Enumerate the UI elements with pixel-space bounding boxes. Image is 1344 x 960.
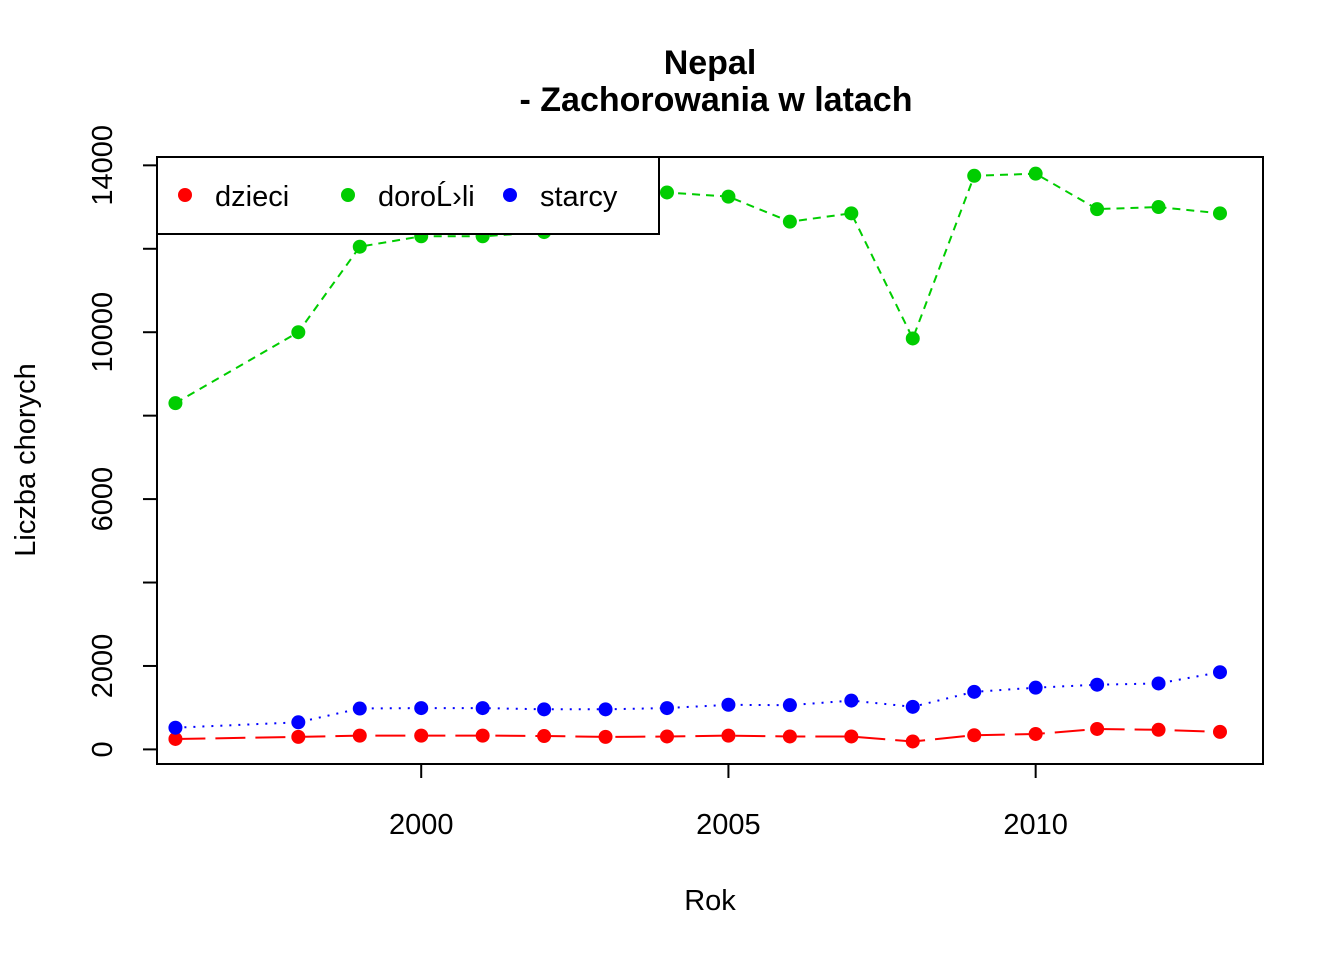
data-point-doroĹ›li <box>1090 202 1105 217</box>
y-axis: 0 2000 6000 10000 14000 <box>87 125 158 757</box>
data-point-dzieci <box>1212 724 1227 739</box>
data-point-dzieci <box>168 731 183 746</box>
series-line-doroĹ›li <box>174 172 1221 404</box>
legend-marker-starcy <box>503 188 517 202</box>
data-point-starcy <box>291 715 306 730</box>
legend: dzieci doroĹ›li starcy <box>156 156 660 235</box>
y-tick-label: 10000 <box>87 292 119 373</box>
data-point-doroĹ›li <box>659 185 674 200</box>
data-point-doroĹ›li <box>1212 206 1227 221</box>
data-point-dzieci <box>598 729 613 744</box>
legend-marker-doroĹ›li <box>341 188 355 202</box>
data-point-dzieci <box>414 728 429 743</box>
series-line-starcy <box>175 671 1221 729</box>
y-axis-title: Liczba chorych <box>10 363 42 556</box>
legend-label: doroĹ›li <box>378 180 475 213</box>
y-tick-label: 14000 <box>87 125 119 206</box>
data-point-dzieci <box>659 729 674 744</box>
y-tick-label: 6000 <box>87 467 119 532</box>
data-point-starcy <box>475 701 490 716</box>
data-point-doroĹ›li <box>291 325 306 340</box>
x-tick-label: 2005 <box>696 809 761 841</box>
data-point-dzieci <box>537 729 552 744</box>
data-point-dzieci <box>291 729 306 744</box>
data-point-starcy <box>352 701 367 716</box>
x-tick-label: 2000 <box>389 809 454 841</box>
data-point-dzieci <box>905 734 920 749</box>
data-point-dzieci <box>721 728 736 743</box>
legend-label: dzieci <box>215 181 289 213</box>
data-point-doroĹ›li <box>905 331 920 346</box>
data-point-starcy <box>598 702 613 717</box>
data-point-doroĹ›li <box>782 214 797 229</box>
data-point-dzieci <box>352 728 367 743</box>
data-point-dzieci <box>1028 726 1043 741</box>
x-axis: 2000 2005 2010 <box>389 763 1068 841</box>
data-point-dzieci <box>782 729 797 744</box>
data-point-doroĹ›li <box>1028 166 1043 181</box>
x-axis-title: Rok <box>684 885 736 917</box>
data-point-doroĹ›li <box>1151 200 1166 215</box>
data-point-starcy <box>844 693 859 708</box>
data-point-starcy <box>905 699 920 714</box>
series-line-dzieci <box>175 727 1221 743</box>
data-point-starcy <box>414 701 429 716</box>
legend-label: starcy <box>540 181 618 213</box>
chart-subtitle: - Zachorowania w latach <box>520 81 913 119</box>
x-tick-label: 2010 <box>1003 809 1068 841</box>
data-point-dzieci <box>475 728 490 743</box>
data-point-starcy <box>721 697 736 712</box>
data-point-doroĹ›li <box>967 168 982 183</box>
series-layer <box>168 166 1227 749</box>
data-point-doroĹ›li <box>168 396 183 411</box>
data-point-starcy <box>1151 676 1166 691</box>
chart-title: Nepal <box>664 44 757 82</box>
y-tick-label: 0 <box>87 741 119 757</box>
data-point-dzieci <box>1151 722 1166 737</box>
data-point-doroĹ›li <box>352 239 367 254</box>
data-point-dzieci <box>844 729 859 744</box>
y-tick-label: 2000 <box>87 634 119 699</box>
data-point-starcy <box>1212 665 1227 680</box>
data-point-starcy <box>537 702 552 717</box>
data-point-dzieci <box>1090 721 1105 736</box>
plot-frame <box>156 156 1264 765</box>
data-point-doroĹ›li <box>721 189 736 204</box>
data-point-dzieci <box>967 728 982 743</box>
data-point-starcy <box>168 720 183 735</box>
data-point-starcy <box>1028 680 1043 695</box>
data-point-starcy <box>1090 677 1105 692</box>
legend-marker-dzieci <box>178 188 192 202</box>
legend-box <box>156 156 660 235</box>
data-point-starcy <box>967 684 982 699</box>
data-point-starcy <box>782 698 797 713</box>
data-point-starcy <box>659 701 674 716</box>
data-point-doroĹ›li <box>844 206 859 221</box>
